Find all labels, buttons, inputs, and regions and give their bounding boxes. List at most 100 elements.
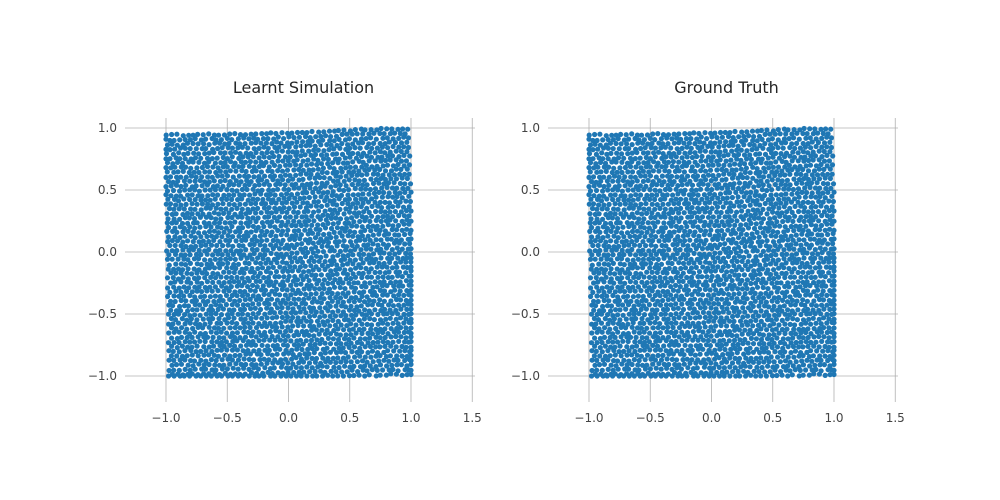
particle-point [630, 284, 636, 290]
particle-point [374, 223, 380, 229]
particle-point [683, 247, 689, 253]
particle-point [731, 255, 738, 261]
particle-point [660, 352, 666, 358]
particle-point [781, 256, 787, 262]
particle-point [248, 229, 254, 235]
particle-point [619, 239, 625, 245]
particle-point [782, 164, 788, 170]
particle-point [394, 353, 400, 359]
particle-point [589, 179, 595, 185]
particle-point [241, 233, 247, 239]
particle-point [720, 195, 726, 202]
particle-point [798, 311, 804, 318]
particle-point [314, 337, 320, 343]
particle-point [603, 239, 609, 245]
particle-point [394, 227, 400, 233]
particle-point [233, 361, 239, 367]
particle-point [185, 257, 191, 263]
particle-point [799, 189, 805, 195]
particle-point [303, 214, 309, 220]
particle-point [741, 254, 747, 260]
particle-point [292, 301, 299, 307]
particle-point [358, 256, 364, 262]
particle-point [257, 357, 263, 363]
particle-point [331, 258, 337, 264]
particle-point [173, 288, 179, 294]
particle-point [760, 174, 767, 180]
particle-point [617, 220, 623, 226]
particle-point [591, 193, 597, 199]
particle-point [766, 206, 772, 212]
particle-point [246, 356, 252, 362]
particle-point [276, 274, 282, 280]
particle-point [647, 196, 653, 202]
particle-point [248, 306, 254, 312]
particle-point [681, 210, 687, 216]
particle-point [770, 228, 776, 235]
particle-point [738, 147, 744, 153]
particle-point [590, 174, 597, 180]
particle-point [709, 273, 715, 279]
particle-point [359, 172, 365, 178]
particle-point [407, 198, 413, 205]
particle-point [318, 133, 324, 140]
particle-point [806, 316, 812, 322]
particle-point [264, 237, 270, 243]
particle-point [588, 340, 595, 346]
particle-point [309, 365, 315, 371]
particle-point [388, 334, 394, 340]
particle-point [799, 358, 805, 364]
particle-point [198, 357, 204, 363]
particle-point [724, 269, 730, 275]
particle-point [324, 236, 330, 242]
particle-point [747, 345, 753, 351]
particle-point [213, 216, 219, 222]
particle-point [683, 283, 689, 289]
particle-point [793, 359, 799, 365]
particle-point [386, 200, 393, 206]
particle-point [408, 325, 414, 331]
particle-point [796, 208, 802, 215]
particle-point [827, 264, 833, 271]
particle-point [227, 220, 233, 226]
particle-point [800, 326, 806, 332]
particle-point [702, 314, 709, 320]
particle-point [678, 293, 685, 299]
particle-point [265, 256, 271, 262]
particle-point [701, 357, 707, 363]
particle-point [324, 364, 330, 370]
particle-point [258, 361, 264, 367]
particle-point [769, 336, 775, 343]
particle-point [275, 168, 281, 174]
particle-point [706, 347, 712, 353]
particle-point [319, 169, 325, 175]
particle-point [355, 151, 361, 157]
particle-point [831, 278, 837, 284]
particle-point [334, 151, 340, 157]
particle-point [619, 284, 625, 290]
particle-point [660, 325, 666, 331]
particle-point [201, 230, 208, 236]
particle-point [310, 189, 316, 195]
particle-point [277, 309, 283, 315]
particle-point [397, 297, 404, 303]
particle-point [770, 209, 776, 215]
particle-point [202, 151, 208, 157]
particle-point [793, 251, 800, 257]
particle-point [645, 159, 651, 166]
particle-point [239, 293, 246, 299]
particle-point [723, 190, 729, 196]
particle-point [801, 209, 807, 215]
particle-point [735, 235, 742, 241]
particle-point [245, 347, 251, 354]
particle-point [738, 222, 744, 228]
particle-point [288, 328, 294, 334]
particle-point [355, 280, 361, 286]
particle-point [174, 345, 180, 351]
particle-point [613, 363, 619, 369]
particle-point [589, 205, 596, 212]
particle-point [786, 312, 793, 318]
particle-point [689, 357, 695, 363]
particle-point [805, 199, 811, 205]
particle-point [281, 205, 287, 211]
